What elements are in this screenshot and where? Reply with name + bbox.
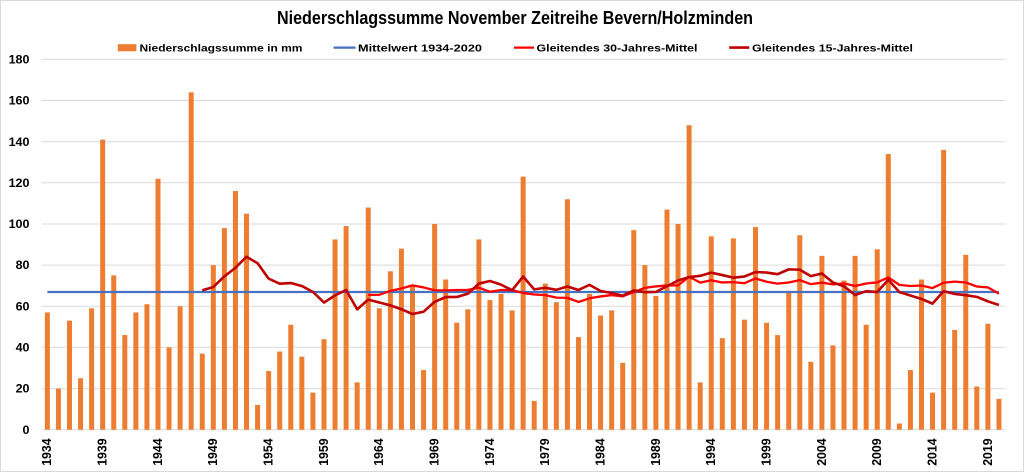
svg-text:2004: 2004 (814, 438, 829, 466)
svg-text:1979: 1979 (537, 438, 552, 465)
svg-text:Mittelwert 1934-2020: Mittelwert 1934-2020 (358, 43, 482, 55)
svg-text:2019: 2019 (980, 438, 995, 465)
svg-text:2009: 2009 (869, 438, 884, 465)
svg-text:1989: 1989 (648, 438, 663, 465)
svg-text:180: 180 (9, 55, 30, 67)
svg-text:100: 100 (9, 219, 30, 231)
svg-text:2014: 2014 (924, 438, 939, 466)
svg-text:1954: 1954 (261, 438, 276, 466)
svg-text:20: 20 (16, 384, 30, 396)
svg-text:1974: 1974 (482, 438, 497, 466)
svg-text:1964: 1964 (371, 438, 386, 466)
svg-text:1934: 1934 (39, 438, 54, 466)
svg-text:1944: 1944 (150, 438, 165, 466)
svg-text:1939: 1939 (95, 438, 110, 465)
svg-text:140: 140 (9, 137, 30, 149)
svg-text:80: 80 (16, 260, 30, 272)
svg-text:1959: 1959 (316, 438, 331, 465)
svg-text:1949: 1949 (205, 438, 220, 465)
svg-text:160: 160 (9, 96, 30, 108)
svg-text:Niederschlagssumme in mm: Niederschlagssumme in mm (140, 43, 303, 55)
svg-text:1984: 1984 (593, 438, 608, 466)
svg-text:Gleitendes 15-Jahres-Mittel: Gleitendes 15-Jahres-Mittel (752, 43, 913, 55)
svg-text:Niederschlagssumme November Ze: Niederschlagssumme November Zeitreihe Be… (277, 8, 753, 28)
svg-text:40: 40 (16, 343, 30, 355)
svg-text:60: 60 (16, 301, 30, 313)
svg-text:1994: 1994 (703, 438, 718, 466)
svg-text:120: 120 (9, 178, 30, 190)
svg-text:1999: 1999 (759, 438, 774, 465)
svg-text:1969: 1969 (427, 438, 442, 465)
svg-text:Gleitendes 30-Jahres-Mittel: Gleitendes 30-Jahres-Mittel (537, 43, 698, 55)
svg-text:0: 0 (23, 425, 30, 437)
